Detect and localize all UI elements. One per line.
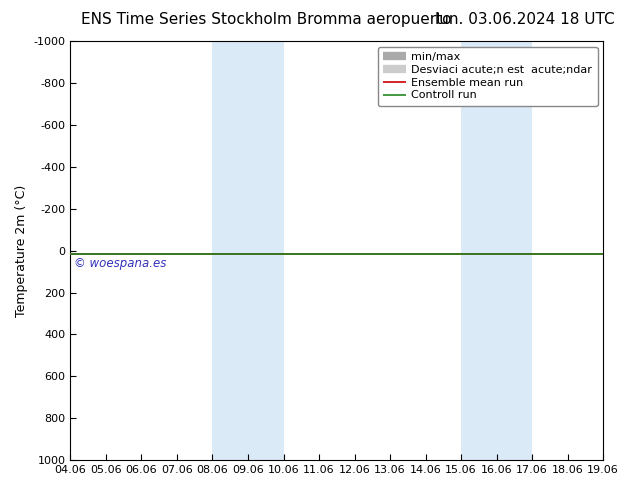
- Text: lun. 03.06.2024 18 UTC: lun. 03.06.2024 18 UTC: [436, 12, 615, 27]
- Text: © woespana.es: © woespana.es: [74, 257, 166, 270]
- Bar: [461, 41, 532, 460]
- Y-axis label: Temperature 2m (°C): Temperature 2m (°C): [15, 184, 28, 317]
- Text: ENS Time Series Stockholm Bromma aeropuerto: ENS Time Series Stockholm Bromma aeropue…: [81, 12, 451, 27]
- Legend: min/max, Desviaci acute;n est  acute;ndar, Ensemble mean run, Controll run: min/max, Desviaci acute;n est acute;ndar…: [378, 47, 598, 106]
- Bar: [212, 41, 283, 460]
